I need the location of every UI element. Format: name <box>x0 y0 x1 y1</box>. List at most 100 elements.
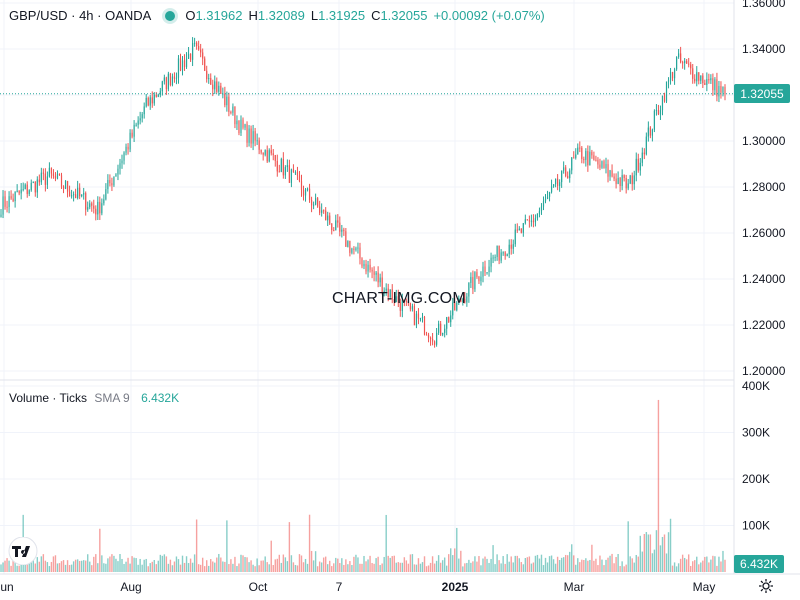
candle-body <box>165 77 167 90</box>
volume-bar <box>524 558 527 572</box>
candle-body <box>500 252 502 261</box>
volume-bar <box>554 563 557 572</box>
candle-body <box>304 189 307 196</box>
volume-bar <box>189 558 192 572</box>
candle-body <box>647 127 649 137</box>
candle-body <box>224 93 226 106</box>
volume-bar <box>262 560 264 572</box>
volume-bar <box>621 561 623 572</box>
candle-body <box>659 110 662 115</box>
volume-bar <box>167 563 170 572</box>
volume-bar <box>468 559 470 572</box>
volume-bar <box>42 554 45 572</box>
candle-body <box>91 203 93 206</box>
volume-bar <box>218 553 220 572</box>
volume-bar <box>562 557 565 572</box>
volume-bar <box>690 565 692 572</box>
volume-bar <box>673 562 676 572</box>
candle-body <box>405 300 407 302</box>
time-axis[interactable]: Jun Aug Oct 7 2025 Mar May <box>0 580 715 594</box>
candle-body <box>486 272 488 274</box>
candle-body <box>68 191 71 197</box>
high-value: 1.32089 <box>257 8 305 23</box>
candle-body <box>710 78 712 81</box>
tradingview-logo-icon[interactable] <box>5 537 41 565</box>
gear-icon[interactable] <box>758 578 774 594</box>
volume-title[interactable]: Volume · Ticks <box>9 391 88 405</box>
open-value: 1.31962 <box>195 8 243 23</box>
symbol-title[interactable]: GBP/USD · 4h · OANDA <box>9 8 152 23</box>
volume-bar <box>365 561 367 572</box>
candle-body <box>66 180 69 192</box>
volume-bar <box>141 564 143 572</box>
candle-body <box>431 339 434 342</box>
candle-body <box>573 157 575 159</box>
volume-bar <box>270 540 272 572</box>
candle-body <box>413 306 416 326</box>
volume-bar <box>534 555 537 572</box>
volume-bar <box>659 545 662 572</box>
candle-body <box>657 110 660 115</box>
candle-body <box>250 128 252 144</box>
candle-body <box>625 177 627 189</box>
candle-body <box>181 60 184 71</box>
candle-body <box>452 302 454 316</box>
candle-body <box>675 56 678 70</box>
candle-body <box>387 288 389 297</box>
candle-body <box>684 60 686 63</box>
volume-bar <box>421 562 424 572</box>
volume-bar <box>643 534 646 572</box>
candle-body <box>678 53 680 57</box>
candle-body <box>230 111 232 113</box>
candle-body <box>504 252 506 257</box>
candle-body <box>64 180 67 189</box>
volume-bar <box>288 522 291 572</box>
candle-body <box>365 263 367 272</box>
candle-body <box>615 178 617 184</box>
volume-bar <box>500 563 502 572</box>
candle-body <box>226 96 228 106</box>
volume-bar <box>24 564 26 572</box>
volume-axis[interactable]: 100K 200K 300K 400K <box>742 379 770 533</box>
candle-body <box>42 172 44 174</box>
volume-bar <box>93 556 95 572</box>
candle-body <box>438 323 440 333</box>
volume-bar <box>208 565 210 572</box>
last-price-badge: 1.32055 <box>734 84 790 103</box>
candle-body <box>18 190 20 194</box>
volume-bar <box>566 555 569 572</box>
volume-bar <box>254 566 256 572</box>
candle-body <box>62 186 65 189</box>
candle-body <box>99 201 101 214</box>
volume-bar <box>627 521 629 572</box>
candle-body <box>189 53 192 60</box>
candle-body <box>635 158 637 176</box>
volume-bar <box>97 563 99 572</box>
candle-body <box>0 214 2 217</box>
volume-bar <box>677 563 680 572</box>
volume-bar <box>226 520 228 572</box>
volume-bar <box>177 559 180 572</box>
candle-body <box>270 150 272 154</box>
volume-bar <box>375 558 377 572</box>
candle-body <box>79 187 81 197</box>
volume-bar <box>591 544 593 572</box>
volume-bar <box>423 556 426 572</box>
volume-bar <box>246 557 248 572</box>
volume-bar <box>470 562 472 572</box>
volume-bar <box>353 556 355 572</box>
candle-body <box>561 170 563 183</box>
volume-bar <box>484 556 486 572</box>
volume-bar <box>119 554 121 572</box>
candle-body <box>663 95 666 102</box>
volume-tick-label: 200K <box>742 472 770 486</box>
volume-bar <box>504 563 506 572</box>
price-axis[interactable]: 1.20000 1.22000 1.24000 1.26000 1.28000 1.300… <box>742 0 786 378</box>
candle-body <box>163 77 165 82</box>
volume-bar <box>452 555 454 572</box>
volume-bar <box>50 561 53 572</box>
candle-body <box>95 208 97 215</box>
volume-bar <box>333 563 335 572</box>
candle-body <box>111 183 113 186</box>
